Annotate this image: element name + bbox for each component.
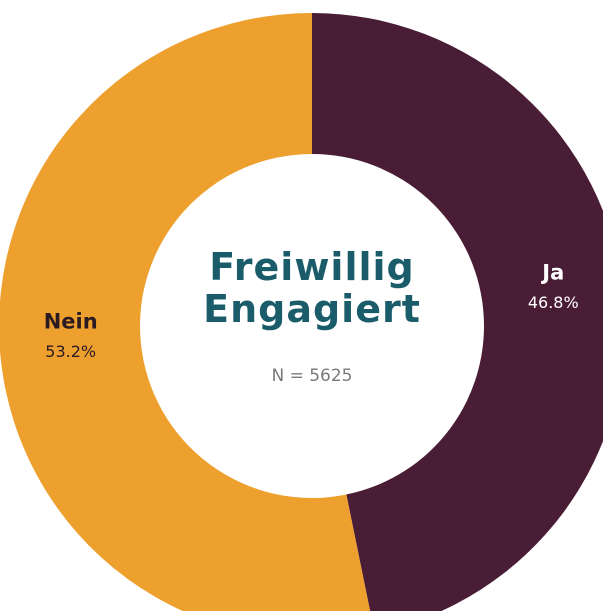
donut-segment bbox=[0, 13, 371, 611]
chart-subtitle: N = 5625 bbox=[271, 366, 353, 386]
segment-value-label: 46.8% bbox=[528, 293, 579, 312]
chart-title: Freiwillig Engagiert bbox=[203, 245, 421, 331]
segment-value-label: 53.2% bbox=[45, 342, 96, 361]
donut-segment bbox=[312, 13, 603, 611]
segment-label: Ja bbox=[540, 261, 564, 285]
segment-label: Nein bbox=[44, 309, 98, 333]
